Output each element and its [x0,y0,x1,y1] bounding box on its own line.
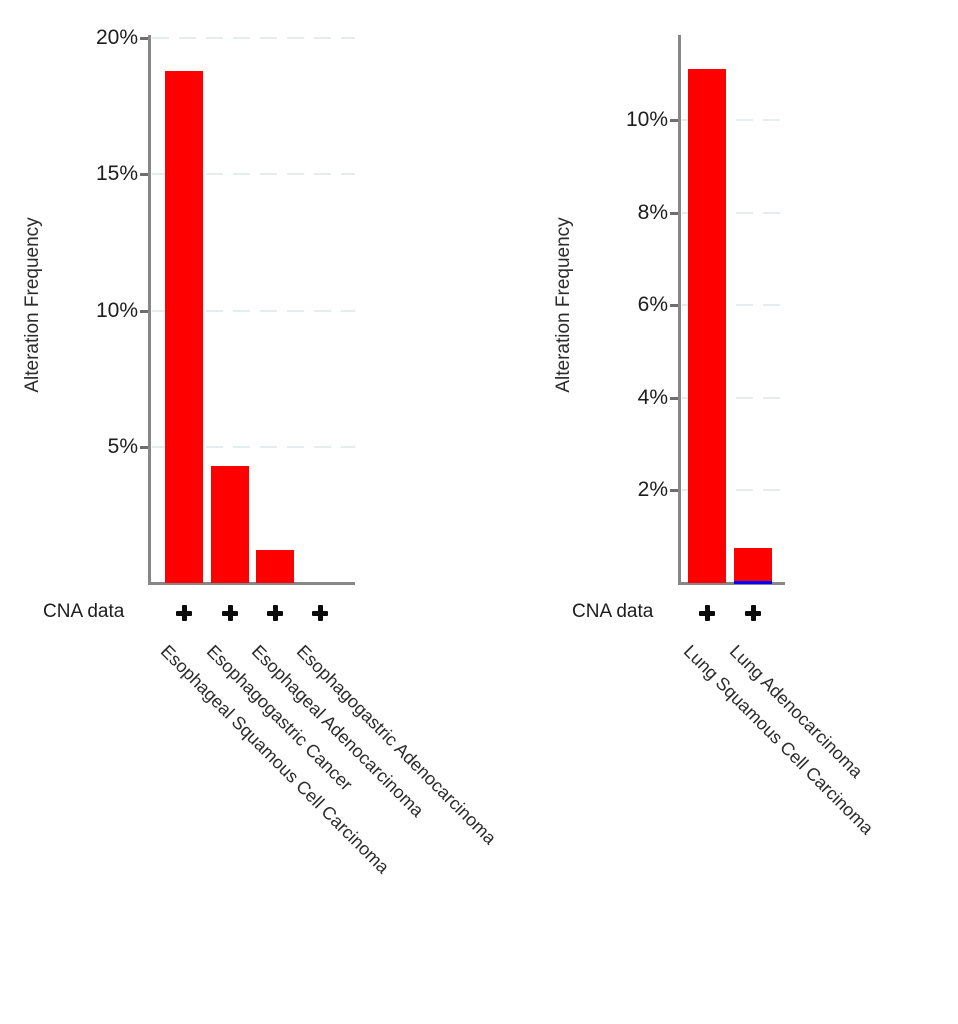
cna-plus-icon [222,605,238,621]
y-tick-mark [670,489,678,493]
cna-plus-icon [699,605,715,621]
cna-data-row-label: CNA data [43,601,125,622]
y-axis-line [148,35,151,585]
y-tick-label: 5% [107,434,138,458]
y-tick-label: 10% [95,298,138,322]
x-axis-line [678,582,785,585]
y-gridline [682,211,785,214]
plus-vertical-arm [750,605,756,621]
y-tick-label: 15% [95,162,138,186]
y-gridline [682,396,785,399]
cna-plus-icon [745,605,761,621]
y-tick-mark [140,309,148,313]
y-gridline [152,173,355,176]
bar-red-2[interactable] [211,465,249,583]
y-gridline [152,445,355,448]
y-tick-label: 6% [637,293,668,317]
cna-plus-icon [176,605,192,621]
y-tick-label: 20% [95,26,138,49]
y-tick-mark [670,304,678,308]
y-gridline [152,309,355,312]
y-tick-mark [670,211,678,215]
y-tick-mark [670,119,678,122]
y-tick-label: 10% [625,108,668,131]
bar-red-1[interactable] [165,70,203,583]
plus-vertical-arm [272,605,278,621]
x-category-label: Lung Squamous Cell Carcinoma [679,641,878,839]
y-axis-title: Alteration Frequency [553,217,574,393]
plus-vertical-arm [181,605,187,621]
y-tick-mark [140,37,148,40]
bar-red-1[interactable] [688,69,726,583]
cna-plus-icon [312,605,328,621]
y-tick-label: 4% [637,385,668,409]
cna-plus-icon [267,605,283,621]
y-gridline [682,119,785,121]
cna-data-row-label: CNA data [572,601,654,622]
plus-vertical-arm [704,605,710,621]
bar-blue-2[interactable] [734,580,772,584]
y-gridline [152,37,355,39]
plus-vertical-arm [227,605,233,621]
y-tick-mark [140,445,148,449]
y-gridline [682,489,785,492]
y-tick-mark [670,396,678,400]
y-tick-label: 8% [637,200,668,224]
bar-red-3[interactable] [256,550,294,583]
y-gridline [682,304,785,307]
y-axis-line [678,35,681,585]
y-tick-label: 2% [637,478,668,502]
x-axis-line [148,582,355,585]
bar-red-2[interactable] [734,548,772,581]
plus-vertical-arm [317,605,323,621]
y-tick-mark [140,173,148,177]
